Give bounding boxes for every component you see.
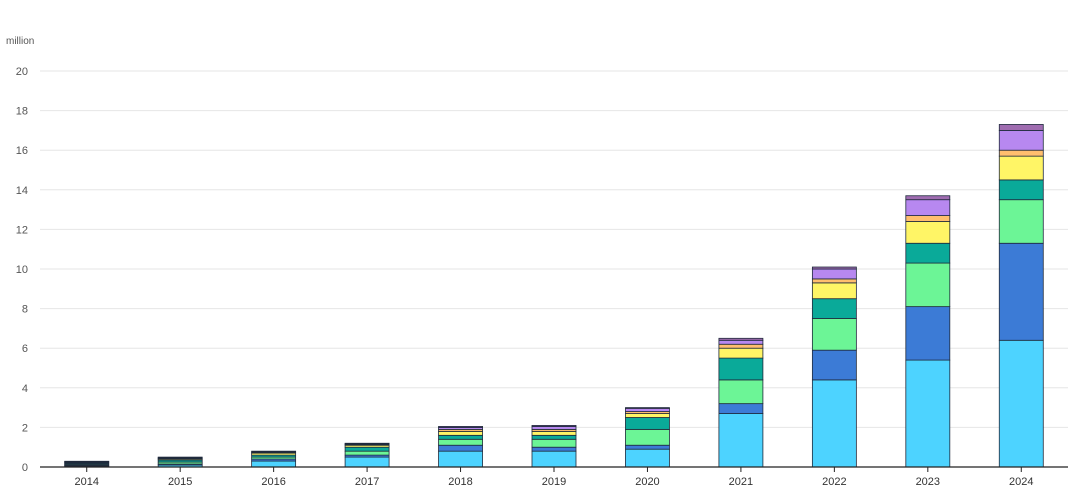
bar-segment-2015-8: [157, 456, 203, 459]
bar-segment-2024-4: [998, 179, 1044, 201]
x-tick-label-2016: 2016: [261, 476, 285, 488]
bar-segment-2022-1: [811, 379, 857, 468]
y-tick-label: 4: [22, 383, 28, 395]
bar-segment-2020-3: [625, 428, 670, 446]
bar-segment-2022-8: [811, 266, 857, 270]
bar-segment-2018-4: [438, 434, 483, 440]
bar-segment-2020-7: [625, 408, 670, 412]
bar-segment-2024-7: [998, 129, 1044, 151]
bar-segment-2020-2: [625, 444, 670, 450]
bar-segment-2019-4: [531, 434, 577, 440]
bar-segment-2020-1: [625, 448, 670, 468]
bar-segment-2019-5: [531, 430, 577, 436]
bar-segment-2023-1: [905, 359, 951, 468]
y-tick-label: 16: [16, 145, 28, 157]
bar-segment-2021-6: [718, 343, 764, 349]
axes: [40, 466, 1068, 472]
bar-segment-2021-7: [718, 339, 764, 345]
bar-segment-2021-2: [718, 403, 764, 414]
bar-segment-2017-3: [344, 450, 390, 456]
y-tick-label: 14: [16, 185, 28, 197]
y-tick-label: 0: [22, 462, 28, 474]
bar-segment-2022-2: [811, 349, 857, 381]
x-tick-label-2019: 2019: [542, 476, 566, 488]
bar-segment-2023-3: [905, 262, 951, 308]
bar-segment-2021-8: [718, 337, 764, 341]
x-tick-label-2017: 2017: [355, 476, 379, 488]
bar-segment-2019-8: [531, 425, 577, 427]
bar-segment-2023-2: [905, 306, 951, 361]
bar-segment-2022-3: [811, 318, 857, 351]
y-tick-label: 6: [22, 343, 28, 355]
bar-segment-2024-5: [998, 155, 1044, 181]
bar-segment-2023-7: [905, 199, 951, 216]
x-tick-label-2022: 2022: [822, 476, 846, 488]
bars: [64, 124, 1044, 468]
bar-segment-2018-8: [438, 426, 483, 428]
bar-segment-2024-8: [998, 124, 1044, 131]
y-tick-label: 18: [16, 106, 28, 118]
bar-segment-2024-3: [998, 199, 1044, 244]
x-tick-label-2018: 2018: [448, 476, 472, 488]
bar-segment-2024-6: [998, 149, 1044, 157]
bar-segment-2023-5: [905, 221, 951, 244]
y-tick-label: 10: [16, 264, 28, 276]
bar-segment-2022-7: [811, 268, 857, 280]
bar-segment-2017-8: [344, 442, 390, 445]
x-tick-label-2024: 2024: [1009, 476, 1033, 488]
bar-segment-2020-8: [625, 407, 670, 409]
bar-segment-2021-5: [718, 347, 764, 359]
x-tick-label-2014: 2014: [74, 476, 98, 488]
bar-segment-2018-1: [438, 450, 483, 468]
gridlines: [40, 70, 1068, 428]
x-tick-label-2020: 2020: [635, 476, 659, 488]
bar-segment-2024-2: [998, 242, 1044, 341]
x-tick-label-2021: 2021: [729, 476, 753, 488]
bar-segment-2018-3: [438, 438, 483, 446]
bar-segment-2017-1: [344, 456, 390, 468]
bar-segment-2019-7: [531, 426, 577, 430]
y-axis-unit-label: million: [6, 36, 34, 47]
bar-segment-2021-4: [718, 357, 764, 381]
bar-segment-2019-2: [531, 446, 577, 452]
bar-segment-2023-8: [905, 195, 951, 201]
y-tick-label: 8: [22, 304, 28, 316]
bar-segment-2021-1: [718, 413, 764, 468]
bar-segment-2020-4: [625, 417, 670, 430]
bar-segment-2018-2: [438, 444, 483, 452]
bar-segment-2022-5: [811, 282, 857, 300]
bar-segment-2019-3: [531, 438, 577, 448]
y-tick-label: 20: [16, 66, 28, 78]
x-tick-label-2023: 2023: [916, 476, 940, 488]
bar-segment-2023-6: [905, 215, 951, 222]
x-tick-label-2015: 2015: [168, 476, 192, 488]
bar-segment-2022-6: [811, 278, 857, 284]
bar-segment-2024-1: [998, 339, 1044, 468]
bar-segment-2017-4: [344, 446, 390, 452]
bar-segment-2016-8: [251, 450, 297, 453]
bar-segment-2016-1: [251, 460, 297, 468]
y-tick-label: 2: [22, 422, 28, 434]
bar-segment-2023-4: [905, 242, 951, 264]
tick-labels: million 0 2 4 6 8 10 12 14 16 18 20 2014 2015 2016 2017…: [6, 36, 1034, 488]
bar-segment-2020-5: [625, 413, 670, 418]
y-tick-label: 12: [16, 224, 28, 236]
bar-segment-2019-1: [531, 450, 577, 468]
bar-segment-2022-4: [811, 298, 857, 319]
bar-segment-2021-3: [718, 379, 764, 405]
bar-segment-2018-5: [438, 430, 483, 436]
